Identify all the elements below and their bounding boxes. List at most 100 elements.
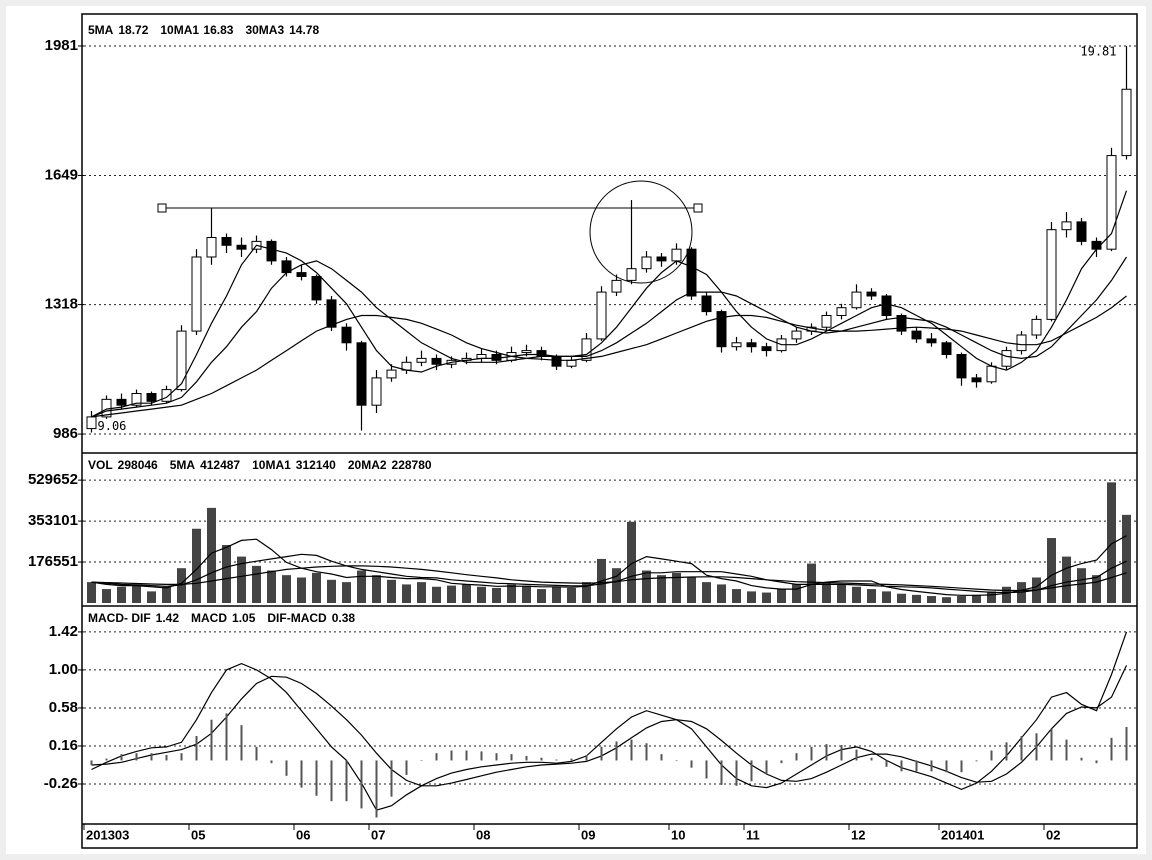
x-tick-label: 05: [191, 827, 205, 842]
bar: [660, 754, 663, 761]
x-tick-label: 201401: [941, 827, 984, 842]
bar: [555, 759, 558, 761]
bar: [90, 760, 93, 765]
candle-body: [596, 291, 607, 340]
bar: [900, 760, 903, 772]
bar: [375, 760, 378, 818]
bar: [717, 584, 726, 603]
x-tick-label: 02: [1046, 827, 1060, 842]
candle-body: [986, 365, 997, 383]
bar: [930, 760, 933, 772]
bar: [942, 597, 951, 603]
panel-header: 5MA 18.72 10MA1 16.83 30MA3 14.78: [88, 23, 319, 37]
chart-layer: 1981 1649 1318 986 5MA 18.72 10MA1 16.83 30MA3 14…: [28, 23, 1137, 842]
y-tick-label: -0.26: [44, 775, 78, 792]
bar: [177, 568, 186, 603]
candle-body: [431, 357, 442, 365]
candle-body: [746, 342, 757, 348]
bar: [915, 760, 918, 772]
x-tick-label: 07: [371, 827, 385, 842]
bar: [885, 760, 888, 767]
bar: [732, 589, 741, 603]
bar: [330, 760, 333, 802]
bar: [657, 575, 666, 603]
legend-name: 5MA: [170, 458, 196, 472]
bar: [282, 575, 291, 603]
bar: [120, 754, 123, 761]
candle-body: [266, 240, 277, 262]
bar: [510, 754, 513, 761]
bar: [630, 739, 633, 761]
ma-line: [91, 295, 1127, 418]
legend-value: 18.72: [118, 23, 148, 37]
bar: [312, 572, 321, 603]
line-handle: [693, 203, 703, 213]
candle-body: [356, 342, 367, 406]
bar: [972, 594, 981, 603]
legend-name: DIF-MACD: [267, 611, 327, 625]
bar: [255, 746, 258, 761]
bar: [180, 753, 183, 761]
bar: [297, 577, 306, 603]
legend-value: 312140: [296, 458, 336, 472]
panel-header: VOL 298046 5MA 412487 10MA1 312140 20MA2 228780: [88, 458, 432, 472]
bar: [210, 719, 213, 761]
bar: [402, 584, 411, 603]
bar: [840, 745, 843, 761]
bar: [150, 753, 153, 761]
bar: [390, 760, 393, 797]
bar: [417, 582, 426, 603]
ma-line: [91, 665, 1128, 787]
bar: [870, 757, 873, 761]
y-tick-label: 986: [53, 425, 78, 442]
legend-value: 14.78: [289, 23, 319, 37]
panel-header: MACD- DIF 1.42 MACD 1.05 DIF-MACD 0.38: [88, 611, 355, 625]
bar: [960, 760, 963, 773]
bar: [1107, 482, 1116, 603]
bar: [540, 757, 543, 761]
bar: [897, 593, 906, 603]
bar: [702, 582, 711, 603]
bar: [642, 570, 651, 603]
x-tick-label: 09: [581, 827, 595, 842]
bar: [795, 753, 798, 761]
bar: [1125, 726, 1128, 761]
y-tick-label: 1318: [45, 296, 78, 313]
bar: [240, 725, 243, 761]
legend-value: 298046: [118, 458, 158, 472]
bar: [705, 760, 708, 779]
candle-body: [671, 248, 682, 262]
bar: [267, 570, 276, 603]
bar: [852, 586, 861, 603]
bar: [1077, 568, 1086, 603]
bar: [162, 586, 171, 603]
bar: [582, 582, 591, 603]
ma-line: [91, 535, 1127, 596]
annotation: 19.81: [1080, 44, 1116, 58]
bar: [762, 592, 771, 603]
bar: [507, 584, 516, 603]
y-tick-label: 1649: [45, 166, 78, 183]
bar: [720, 760, 723, 785]
bar: [165, 755, 168, 761]
bar: [462, 584, 471, 603]
bar: [117, 586, 126, 603]
bar: [1050, 728, 1053, 761]
candle-body: [641, 256, 652, 270]
ma-line: [91, 256, 1128, 418]
candle-body: [131, 392, 142, 406]
bar: [1065, 739, 1068, 761]
bar: [690, 760, 693, 768]
bar: [207, 507, 216, 603]
candle-body: [896, 314, 907, 332]
bar: [132, 584, 141, 603]
y-tick-label: 1.42: [49, 623, 78, 640]
bar: [777, 589, 786, 603]
candle-body: [731, 342, 742, 348]
candle-body: [416, 357, 427, 363]
candle-body: [1121, 88, 1132, 157]
bar: [420, 760, 423, 761]
candle-body: [326, 299, 337, 328]
candle-body: [1046, 229, 1057, 320]
candle-body: [146, 392, 157, 402]
